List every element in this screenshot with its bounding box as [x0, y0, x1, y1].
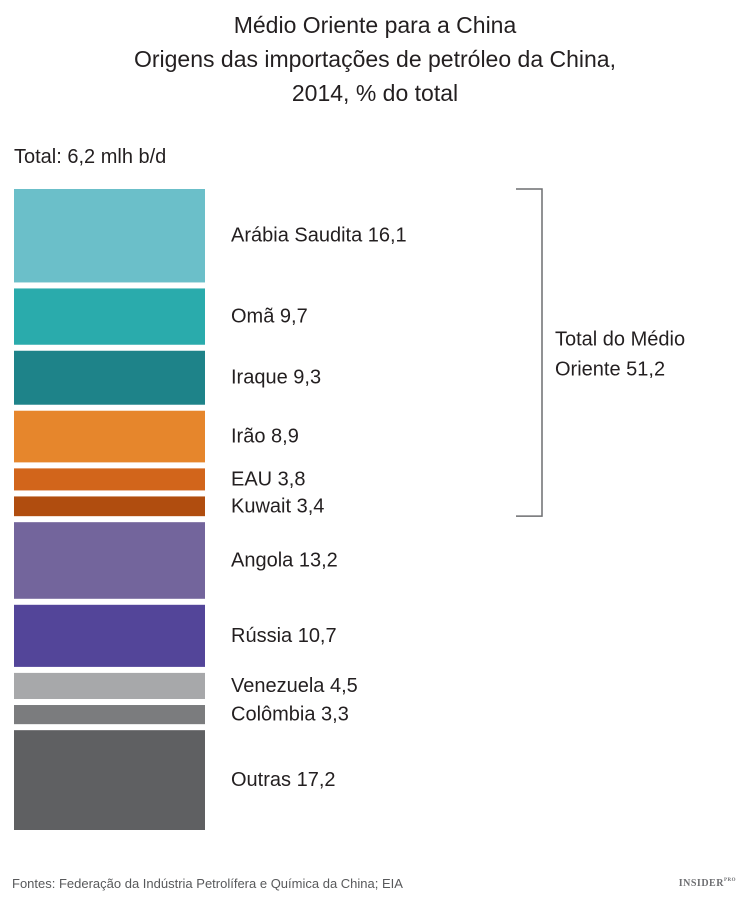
bar-russia — [14, 604, 205, 667]
bar-label-kuwait: Kuwait 3,4 — [231, 495, 324, 517]
bar-label-colombia: Colômbia 3,3 — [231, 704, 349, 726]
chart-title-line-1: Médio Oriente para a China — [233, 12, 517, 38]
source-note: Fontes: Federação da Indústria Petrolífe… — [12, 876, 403, 891]
middle-east-bracket — [516, 188, 543, 517]
bar-label-angola: Angola 13,2 — [231, 549, 338, 571]
bar-kuwait — [14, 496, 205, 517]
bar-irao — [14, 410, 205, 463]
chart-subtitle: Total: 6,2 mlh b/d — [14, 146, 167, 168]
chart-title-line-2: Origens das importações de petróleo da C… — [133, 46, 616, 72]
middle-east-total-label-line-1: Total do Médio — [555, 329, 685, 351]
bar-label-outras: Outras 17,2 — [231, 769, 336, 791]
middle-east-total-label-line-2: Oriente 51,2 — [555, 359, 665, 381]
bar-venezuela — [14, 672, 205, 700]
bar-label-iraque: Iraque 9,3 — [231, 367, 321, 389]
bar-label-eau: EAU 3,8 — [231, 468, 305, 490]
bar-eau — [14, 468, 205, 491]
bar-label-russia: Rússia 10,7 — [231, 625, 337, 647]
bar-label-irao: Irão 8,9 — [231, 426, 299, 448]
bar-outras — [14, 730, 205, 830]
brand-logo: INSIDERPRO — [678, 878, 736, 889]
bar-label-venezuela: Venezuela 4,5 — [231, 675, 358, 697]
bar-label-arabia-saudita: Arábia Saudita 16,1 — [231, 225, 407, 247]
bar-iraque — [14, 350, 205, 405]
bar-angola — [14, 522, 205, 599]
bar-label-oma: Omã 9,7 — [231, 306, 308, 328]
bar-arabia-saudita — [14, 189, 205, 283]
bar-oma — [14, 288, 205, 345]
chart-title-line-3: 2014, % do total — [291, 80, 459, 106]
bar-colombia — [14, 705, 205, 725]
